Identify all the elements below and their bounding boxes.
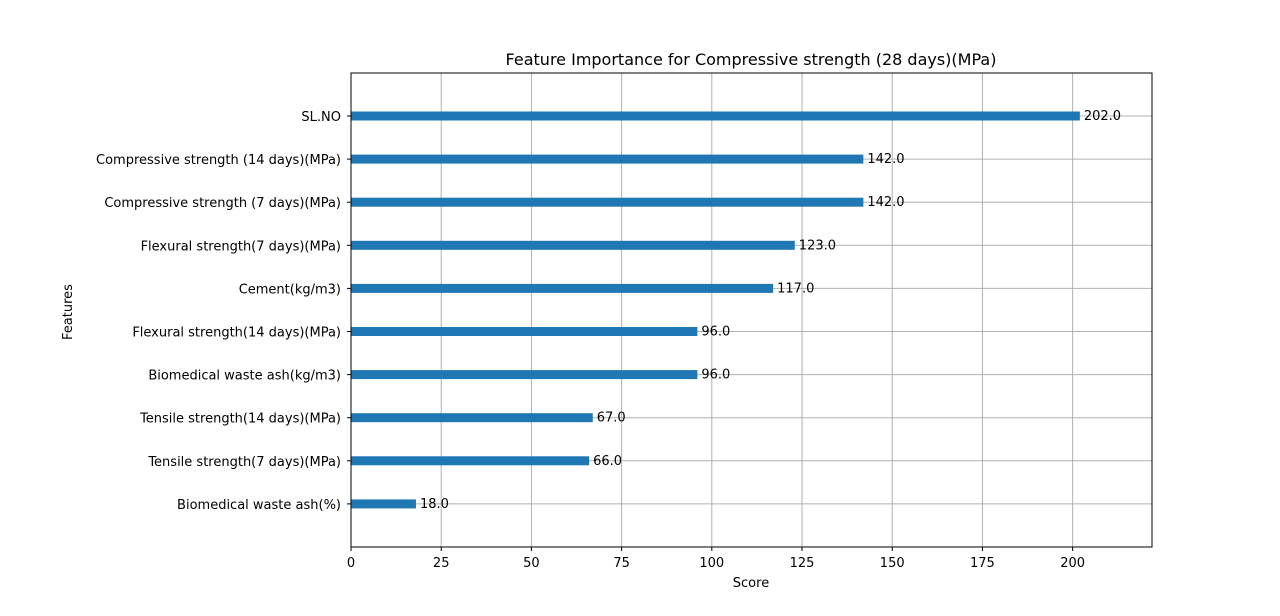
bar-value-label: 142.0 bbox=[867, 195, 904, 210]
feature-label: Biomedical waste ash(kg/m3) bbox=[148, 369, 341, 384]
x-tick-label: 50 bbox=[523, 556, 540, 571]
plot-frame bbox=[350, 72, 1153, 548]
bar bbox=[351, 111, 1080, 121]
bar-value-label: 18.0 bbox=[420, 497, 449, 512]
bar bbox=[351, 413, 593, 423]
chart-title: Feature Importance for Compressive stren… bbox=[506, 50, 997, 69]
x-axis-ticks: 0 25 50 75 100 125 150 175 200 bbox=[347, 547, 1085, 571]
bar-value-label: 202.0 bbox=[1084, 109, 1121, 124]
bar-value-label: 67.0 bbox=[597, 411, 626, 426]
y-axis-label: Features bbox=[61, 284, 76, 340]
bars-layer bbox=[351, 111, 1080, 509]
bar bbox=[351, 456, 590, 466]
bar-value-label: 142.0 bbox=[867, 152, 904, 167]
feature-label: Tensile strength(7 days)(MPa) bbox=[147, 455, 341, 470]
x-tick-label: 25 bbox=[433, 556, 450, 571]
x-tick-label: 150 bbox=[880, 556, 905, 571]
x-tick-label: 100 bbox=[699, 556, 724, 571]
x-tick-label: 175 bbox=[970, 556, 995, 571]
bar-value-label: 66.0 bbox=[593, 454, 622, 469]
bar-value-label: 96.0 bbox=[701, 368, 730, 383]
feature-label: Flexural strength(7 days)(MPa) bbox=[141, 239, 341, 254]
bar-value-label: 123.0 bbox=[799, 238, 836, 253]
bar bbox=[351, 283, 774, 293]
feature-label: Tensile strength(14 days)(MPa) bbox=[139, 412, 341, 427]
bar-value-label: 96.0 bbox=[701, 325, 730, 340]
feature-label: Flexural strength(14 days)(MPa) bbox=[132, 326, 341, 341]
bar-value-label: 117.0 bbox=[777, 281, 814, 296]
feature-label: Cement(kg/m3) bbox=[239, 282, 341, 297]
labels-layer: SL.NO 202.0 Compressive strength (14 days)… bbox=[96, 109, 1121, 513]
x-tick-label: 0 bbox=[347, 556, 355, 571]
x-tick-label: 75 bbox=[613, 556, 630, 571]
bar bbox=[351, 197, 864, 207]
bar bbox=[351, 240, 795, 250]
feature-label: Compressive strength (7 days)(MPa) bbox=[104, 196, 341, 211]
x-axis-label: Score bbox=[733, 576, 769, 591]
bar bbox=[351, 154, 864, 164]
feature-label: Compressive strength (14 days)(MPa) bbox=[96, 153, 341, 168]
grid-layer bbox=[350, 73, 1152, 547]
bar bbox=[351, 370, 698, 380]
x-tick-label: 200 bbox=[1060, 556, 1085, 571]
feature-label: Biomedical waste ash(%) bbox=[177, 498, 341, 513]
bar bbox=[351, 499, 416, 509]
feature-label: SL.NO bbox=[301, 110, 341, 125]
x-tick-label: 125 bbox=[790, 556, 815, 571]
bar bbox=[351, 327, 698, 336]
